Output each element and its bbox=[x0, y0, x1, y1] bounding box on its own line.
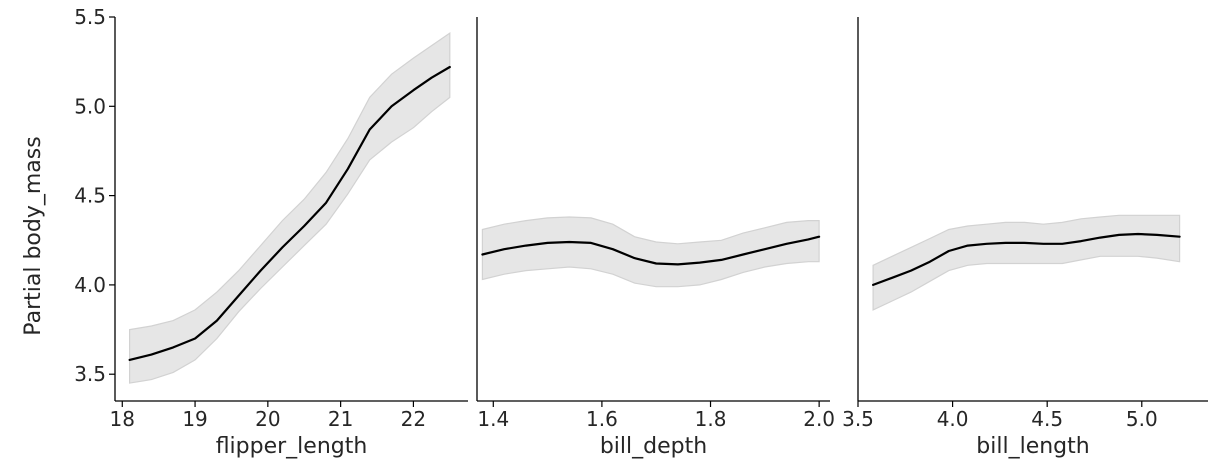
x-axis-label: flipper_length bbox=[216, 434, 368, 459]
x-tick-label: 1.6 bbox=[586, 407, 618, 431]
x-tick-label: 4.0 bbox=[937, 407, 969, 431]
figure-y-axis-label: Partial body_mass bbox=[21, 136, 46, 335]
x-tick-label: 18 bbox=[110, 407, 135, 431]
panel-flipper_length: 18 19 20 21 22 3.5 4.0 4.5 5.0 5.5 flipper_length bbox=[74, 5, 468, 459]
x-tick-label: 1.4 bbox=[477, 407, 509, 431]
x-tick-label: 4.5 bbox=[1031, 407, 1063, 431]
panel-bill_length: 3.5 4.0 4.5 5.0 bill_length bbox=[842, 17, 1208, 459]
x-tick-label: 20 bbox=[255, 407, 280, 431]
y-tick-label: 4.0 bbox=[74, 273, 106, 297]
x-tick-label: 19 bbox=[182, 407, 207, 431]
mean-line-bill_length bbox=[872, 232, 1181, 286]
x-tick-label: 22 bbox=[401, 407, 426, 431]
x-tick-label: 5.0 bbox=[1126, 407, 1158, 431]
x-tick-label: 3.5 bbox=[842, 407, 874, 431]
mean-line-flipper_length bbox=[128, 65, 451, 361]
credible-band-bill_depth bbox=[481, 216, 820, 288]
panels: 18 19 20 21 223.54.04.55.05.5flipper_length1… bbox=[74, 5, 1208, 459]
y-tick-label: 3.5 bbox=[74, 362, 106, 386]
panel-bill_depth: 1.4 1.6 1.8 2.0 bill_depth bbox=[476, 17, 835, 459]
y-tick-label: 5.0 bbox=[74, 94, 106, 118]
credible-band-flipper_length bbox=[129, 31, 451, 384]
x-axis-label: bill_length bbox=[976, 434, 1089, 459]
y-tick-label: 5.5 bbox=[74, 5, 106, 29]
x-tick-label: 2.0 bbox=[803, 407, 835, 431]
mean-line-bill_depth bbox=[481, 235, 821, 266]
x-tick-label: 21 bbox=[328, 407, 353, 431]
x-tick-label: 1.8 bbox=[695, 407, 727, 431]
credible-band-bill_length bbox=[872, 214, 1181, 311]
y-tick-label: 4.5 bbox=[74, 184, 106, 208]
x-axis-label: bill_depth bbox=[600, 434, 707, 459]
